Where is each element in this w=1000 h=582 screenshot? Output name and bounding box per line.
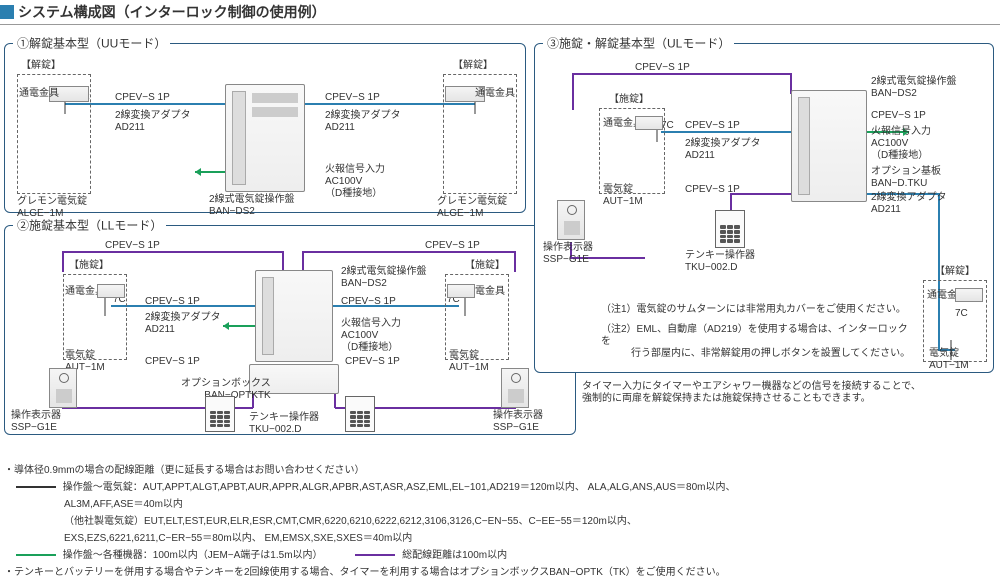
p3-controller	[791, 90, 867, 202]
p1-terminal-right-label: 通電金具	[475, 88, 515, 100]
p1-unlock-left: 【解錠】	[21, 60, 61, 72]
p3-cpev-r: CPEV−S 1P	[871, 110, 926, 122]
diagram-area: ①解錠基本型（UUモード） 7C 7C 【解錠】 通電金具 グレモン電気錠 AL…	[0, 29, 1000, 459]
p3-elec-lock-l: 電気錠 AUT−1M	[603, 184, 643, 208]
p1-gremon-right: グレモン電気錠 ALGE−1M	[437, 196, 507, 220]
p1-adapter-left: 2線変換アダプタ AD211	[115, 110, 191, 134]
p2-indicator-l-label: 操作表示器 SSP−G1E	[11, 410, 61, 434]
p2-terminal-r-box	[447, 284, 475, 298]
p2-keypad-label: テンキー操作器 TKU−002.D	[249, 412, 319, 436]
p3-terminal-l-box	[635, 116, 663, 130]
legend-green-icon	[16, 554, 56, 556]
p2-elec-lock-r: 電気錠 AUT−1M	[449, 350, 489, 374]
p1-cpev-left: CPEV−S 1P	[115, 92, 170, 104]
p2-cpev-mid-r: CPEV−S 1P	[341, 296, 396, 308]
p3-ac: AC100V （D種接地）	[871, 138, 928, 162]
p3-indicator	[557, 200, 585, 240]
p3-lock: 【施錠】	[609, 94, 649, 106]
fn-4a: 操作盤〜各種機器：100m以内（JEM−A端子は1.5m以内）	[63, 550, 323, 561]
p2-indicator-l	[49, 368, 77, 408]
p2-fire: 火報信号入力	[341, 318, 401, 330]
p3-cpev-mid: CPEV−S 1P	[685, 120, 740, 132]
fn-4b: 総配線距離は100m以内	[402, 550, 507, 561]
p1-ac: AC100V （D種接地）	[325, 176, 382, 200]
panel-uu-mode: ①解錠基本型（UUモード） 7C 7C 【解錠】 通電金具 グレモン電気錠 AL…	[4, 43, 526, 213]
p2-ac: AC100V （D種接地）	[341, 330, 398, 354]
p2-keypad-l	[205, 396, 235, 432]
p2-adapter: 2線変換アダプタ AD211	[145, 312, 221, 336]
panel-ul-mode: ③施錠・解錠基本型（ULモード） 7C 7C CPEV−S 1P 【施錠】 通電…	[534, 43, 994, 373]
fn-5: ・テンキーとバッテリーを併用する場合やテンキーを2回線使用する場合、タイマーを利…	[4, 565, 996, 580]
p2-lock-left: 【施錠】	[69, 260, 109, 272]
p1-controller-label: 2線式電気錠操作盤 BAN−DS2	[209, 194, 295, 218]
fn-1: ・導体径0.9mmの場合の配線距離（更に延長する場合はお問い合わせください）	[4, 463, 996, 478]
fn-2-row: 操作盤〜電気錠：AUT,APPT,ALGT,APBT,AUR,APPR,ALGR…	[4, 480, 996, 495]
fn-3: （他社製電気錠）EUT,ELT,EST,EUR,ELR,ESR,CMT,CMR,…	[4, 514, 996, 529]
p2-cpev-top-l: CPEV−S 1P	[105, 240, 160, 252]
p1-controller	[225, 84, 305, 192]
p1-adapter-right: 2線変換アダプタ AD211	[325, 110, 401, 134]
p3-elec-lock-r: 電気錠 AUT−1M	[929, 348, 969, 372]
legend-purple-icon	[355, 554, 395, 556]
p2-cpev-top-r: CPEV−S 1P	[425, 240, 480, 252]
p2-terminal-l-box	[97, 284, 125, 298]
footnotes: ・導体径0.9mmの場合の配線距離（更に延長する場合はお問い合わせください） 操…	[0, 463, 1000, 580]
title-square-icon	[0, 5, 14, 19]
p2-cpev-low-r: CPEV−S 1P	[345, 356, 400, 368]
p3-unlock: 【解錠】	[935, 266, 975, 278]
p2-indicator-r-label: 操作表示器 SSP−G1E	[493, 410, 543, 434]
p3-cpev-low: CPEV−S 1P	[685, 184, 740, 196]
p3-keypad	[715, 210, 745, 248]
p3-keypad-label: テンキー操作器 TKU−002.D	[685, 250, 755, 274]
p3-fire: 火報信号入力	[871, 126, 931, 138]
p2-lock-right: 【施錠】	[465, 260, 505, 272]
p2-controller	[255, 270, 333, 362]
p2-keypad-r	[345, 396, 375, 432]
fn-2b: AL3M,AFF,ASE＝40m以内	[4, 497, 996, 512]
fn-3b: EXS,EZS,6221,6211,C−ER−55＝80m以内、 EM,EMSX…	[4, 531, 996, 546]
p3-terminal-r-box	[955, 288, 983, 302]
p2-cpev-mid-l: CPEV−S 1P	[145, 296, 200, 308]
title-bar: システム構成図（インターロック制御の使用例）	[0, 0, 1000, 25]
p1-fire: 火報信号入力	[325, 164, 385, 176]
legend-black-icon	[16, 486, 56, 488]
timer-note: タイマー入力にタイマーやエアシャワー機器などの信号を接続することで、 強制的に両…	[582, 381, 990, 405]
fn-4-row: 操作盤〜各種機器：100m以内（JEM−A端子は1.5m以内） 総配線距離は10…	[4, 548, 996, 563]
p2-cpev-low-l: CPEV−S 1P	[145, 356, 200, 368]
p3-note1: （注1）電気錠のサムターンには非常用丸カバーをご使用ください。	[601, 304, 911, 316]
p3-note2: （注2）EML、自動扉（AD219）を使用する場合は、インターロックを 行う部屋…	[601, 324, 917, 360]
p2-indicator-r	[501, 368, 529, 408]
p1-cpev-right: CPEV−S 1P	[325, 92, 380, 104]
p3-adapter-r: 2線変換アダプタ AD211	[871, 192, 947, 216]
page-title: システム構成図（インターロック制御の使用例）	[18, 2, 326, 22]
p3-option-board: オプション基板 BAN−D.TKU	[871, 166, 941, 190]
p3-adapter: 2線変換アダプタ AD211	[685, 138, 761, 162]
p2-controller-label: 2線式電気錠操作盤 BAN−DS2	[341, 266, 427, 290]
p1-terminal-left-label: 通電金具	[19, 88, 59, 100]
p3-indicator-label: 操作表示器 SSP−G1E	[543, 242, 593, 266]
fn-2: 操作盤〜電気錠：AUT,APPT,ALGT,APBT,AUR,APPR,ALGR…	[63, 482, 736, 493]
p1-unlock-right: 【解錠】	[453, 60, 493, 72]
p3-cpev-top: CPEV−S 1P	[635, 62, 690, 74]
p3-controller-label: 2線式電気錠操作盤 BAN−DS2	[871, 76, 957, 100]
panel-ll-mode: ②施錠基本型（LLモード） 7C 7C CPEV−S 1P CPEV−S 1P …	[4, 225, 576, 435]
